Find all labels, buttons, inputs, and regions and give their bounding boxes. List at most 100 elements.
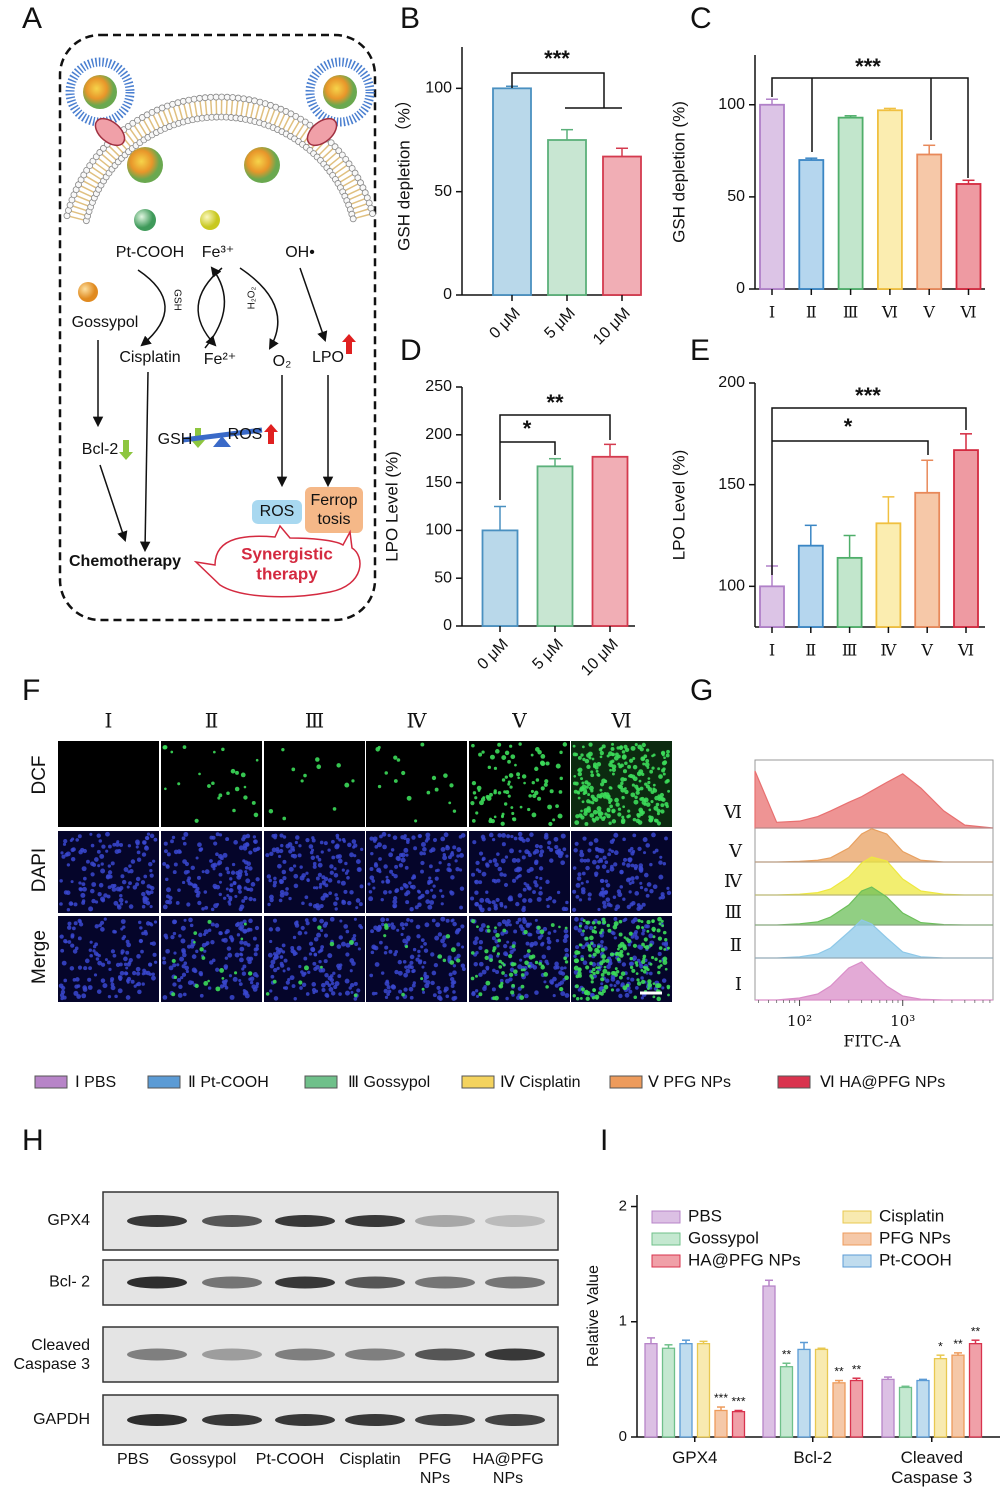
nucleus	[575, 882, 581, 888]
nucleus	[351, 839, 357, 844]
nucleus	[252, 835, 257, 839]
diagram-label: ROS	[260, 503, 295, 520]
nucleus	[418, 834, 422, 838]
nucleus	[552, 976, 557, 982]
nucleus	[120, 874, 125, 879]
nucleus	[137, 989, 142, 995]
nucleus	[391, 984, 397, 990]
nucleus	[340, 880, 346, 886]
dcf-signal	[590, 970, 594, 974]
dcf-signal	[620, 818, 626, 823]
nucleus	[242, 964, 247, 969]
nucleus	[440, 902, 444, 906]
dcf-signal	[471, 919, 476, 924]
nucleus	[586, 858, 591, 863]
up-arrow	[264, 424, 278, 444]
nucleus	[222, 852, 228, 858]
nucleus	[353, 981, 358, 986]
nucleus	[661, 986, 665, 990]
nucleus	[329, 916, 335, 922]
nucleus	[254, 925, 260, 931]
nucleus	[183, 831, 189, 837]
dcf-signal	[545, 761, 550, 766]
nucleus	[238, 925, 243, 931]
nucleus	[105, 849, 109, 853]
nucleus	[215, 852, 219, 857]
nucleus	[392, 835, 398, 840]
nucleus	[372, 839, 377, 843]
nucleus	[300, 970, 304, 974]
nucleus	[608, 848, 612, 852]
nucleus	[601, 864, 607, 869]
nucleus	[347, 842, 352, 848]
nucleus	[445, 994, 450, 999]
nucleus	[478, 940, 484, 945]
nucleus	[201, 907, 205, 911]
dcf-signal	[480, 797, 486, 802]
nucleus	[106, 960, 111, 965]
pathway-arrows	[92, 266, 334, 553]
dcf-signal	[493, 789, 497, 793]
nucleus	[403, 987, 408, 992]
nucleus	[503, 882, 509, 888]
dcf-signal	[661, 753, 665, 757]
dcf-signal	[660, 919, 664, 923]
nucleus	[253, 947, 258, 952]
nucleus	[107, 864, 112, 868]
dcf-signal	[596, 761, 602, 767]
dcf-signal	[647, 987, 650, 990]
nucleus	[545, 879, 550, 885]
nucleus	[369, 875, 375, 881]
bar	[837, 116, 864, 290]
nucleus	[105, 831, 110, 837]
nucleus	[118, 977, 122, 981]
lipid-tail	[188, 101, 193, 118]
nucleus	[63, 938, 68, 944]
nucleus	[624, 992, 630, 998]
nucleus	[516, 995, 521, 1000]
diagram-label: ROS	[228, 426, 263, 443]
nucleus	[501, 833, 507, 838]
lipid-tail	[133, 124, 144, 139]
column-label: I	[105, 709, 113, 733]
nucleus	[324, 883, 329, 888]
y-tick-label: 50	[434, 183, 452, 200]
nucleus	[108, 967, 112, 971]
nucleus	[573, 954, 577, 958]
nucleus	[135, 845, 139, 849]
dcf-signal	[641, 959, 646, 965]
nucleus	[413, 846, 418, 851]
row-label: GPX4	[47, 1212, 90, 1229]
y-tick-label: 100	[425, 80, 452, 97]
nucleus	[406, 918, 410, 922]
dcf-signal	[657, 796, 662, 802]
dcf-signal	[384, 923, 388, 928]
nucleus	[282, 986, 286, 990]
dcf-signal	[641, 926, 644, 930]
dcf-signal	[163, 745, 168, 750]
nucleus	[76, 984, 81, 988]
dcf-signal	[590, 773, 595, 778]
nucleus	[581, 871, 586, 876]
nucleus	[81, 866, 87, 872]
dcf-signal	[636, 771, 642, 777]
nucleus	[324, 973, 329, 978]
nucleus	[119, 970, 125, 976]
nucleus	[164, 935, 169, 940]
dcf-signal	[519, 995, 525, 1000]
nucleus	[69, 966, 75, 971]
nucleus	[473, 962, 478, 967]
nucleus	[646, 882, 652, 887]
nucleus	[439, 889, 443, 893]
nucleus	[308, 941, 314, 946]
dcf-signal	[638, 779, 642, 783]
nucleus	[403, 847, 409, 853]
nucleus	[293, 873, 299, 879]
nucleus	[474, 890, 479, 895]
nucleus	[318, 968, 323, 973]
dcf-signal	[600, 992, 604, 996]
panel-label: G	[690, 674, 713, 707]
nucleus	[176, 978, 182, 983]
nucleus	[506, 940, 510, 944]
dcf-signal	[213, 750, 216, 754]
